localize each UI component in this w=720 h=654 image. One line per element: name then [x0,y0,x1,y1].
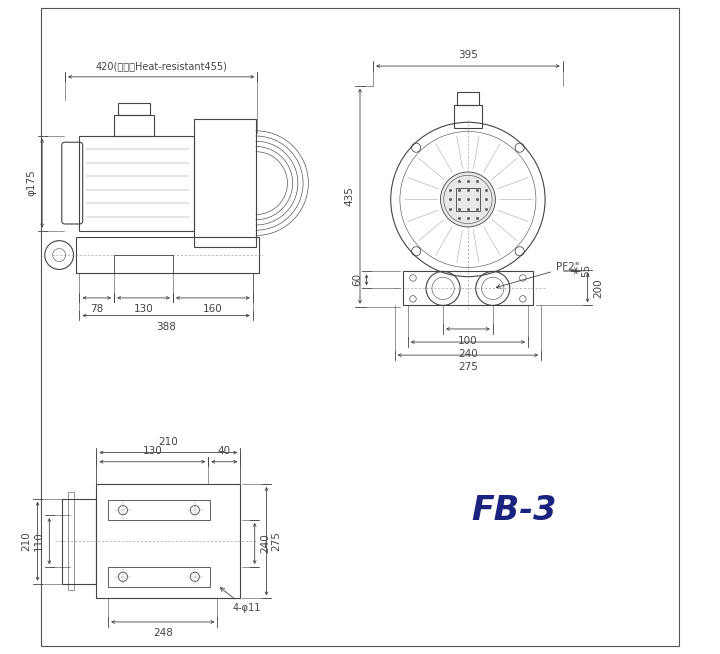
Text: 420(隔热型Heat-resistant455): 420(隔热型Heat-resistant455) [95,61,227,71]
Bar [402,271,534,305]
Text: 210: 210 [158,437,179,447]
Text: 100: 100 [458,336,478,345]
Bar [456,92,479,105]
Text: 210: 210 [22,531,32,551]
Bar [108,567,210,587]
Text: 395: 395 [458,50,478,60]
Text: 78: 78 [90,305,104,315]
Text: 200: 200 [593,278,603,298]
Bar [76,237,259,273]
Text: 4-φ11: 4-φ11 [220,588,261,613]
Text: 240: 240 [260,534,270,553]
Bar [108,500,210,520]
Text: 275: 275 [271,531,282,551]
Text: φ175: φ175 [26,170,36,196]
Text: PF2": PF2" [496,262,580,288]
Text: 435: 435 [344,186,354,206]
Text: 60: 60 [352,273,362,286]
Text: 160: 160 [203,305,222,315]
Bar [118,103,150,115]
Text: 40: 40 [217,447,231,456]
Text: 55: 55 [581,264,591,277]
Bar [114,115,154,136]
Bar [454,105,482,128]
Circle shape [441,172,495,227]
Text: 275: 275 [458,362,478,371]
Text: FB-3: FB-3 [471,494,557,526]
Text: 248: 248 [153,628,173,638]
Bar [68,492,74,590]
Bar [63,498,96,584]
Text: 388: 388 [156,322,176,332]
Bar [79,136,194,231]
Bar [96,484,240,598]
Text: 240: 240 [458,349,478,358]
Text: 130: 130 [143,447,162,456]
Text: 110: 110 [34,531,44,551]
Bar [194,119,256,247]
Text: 130: 130 [134,305,153,315]
Bar [456,188,480,211]
